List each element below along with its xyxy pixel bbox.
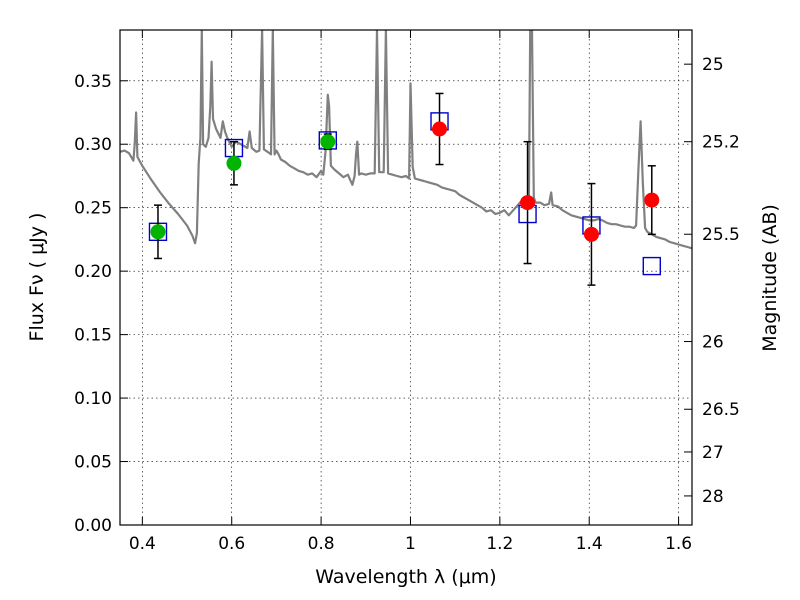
error-bars xyxy=(153,92,656,286)
y2-tick-label: 27 xyxy=(702,443,724,463)
x-tick-label: 0.4 xyxy=(129,534,156,554)
observed-point xyxy=(583,226,599,242)
y-axis: 0.00 0.05 0.10 0.15 0.20 0.25 0.30 0.35 xyxy=(74,72,128,536)
observed-point xyxy=(432,121,448,137)
y-tick-label: 0.35 xyxy=(74,72,112,92)
observed-points xyxy=(150,121,660,242)
observed-point xyxy=(520,195,536,211)
observed-point xyxy=(150,224,166,240)
x-axis-label: Wavelength λ (μm) xyxy=(315,566,496,588)
plot-frame xyxy=(119,29,693,526)
y-tick-label: 0.05 xyxy=(74,453,112,473)
x-tick-label: 1.2 xyxy=(486,534,513,554)
y2-axis-label: Magnitude (AB) xyxy=(759,204,781,352)
x-tick-label: 1.4 xyxy=(576,534,603,554)
y2-tick-label: 25.5 xyxy=(702,225,740,245)
y2-tick-label: 25.2 xyxy=(702,133,740,153)
y-tick-label: 0.10 xyxy=(74,389,112,409)
y-tick-label: 0.20 xyxy=(74,262,112,282)
x-tick-label: 0.8 xyxy=(308,534,335,554)
y-tick-label: 0.30 xyxy=(74,135,112,155)
plot-area xyxy=(120,30,692,286)
x-axis: 0.4 0.6 0.8 1 1.2 1.4 1.6 xyxy=(129,30,692,554)
observed-point xyxy=(226,155,242,171)
observed-point xyxy=(320,134,336,150)
y-tick-label: 0.00 xyxy=(74,516,112,536)
y-tick-label: 0.15 xyxy=(74,326,112,346)
model-spectrum-line xyxy=(120,30,692,250)
y2-tick-label: 26.5 xyxy=(702,400,740,420)
x-tick-label: 1 xyxy=(405,534,416,554)
grid xyxy=(120,30,692,526)
y2-tick-label: 28 xyxy=(702,487,724,507)
model-square-marker xyxy=(642,256,661,276)
model-spectrum xyxy=(120,30,692,250)
x-tick-label: 1.6 xyxy=(665,534,692,554)
y2-tick-label: 26 xyxy=(702,333,724,353)
y-tick-label: 0.25 xyxy=(74,199,112,219)
y2-axis: 25 25.2 25.5 26 26.5 27 28 xyxy=(684,55,740,507)
y2-tick-label: 25 xyxy=(702,55,724,75)
y-axis-label: Flux Fν ( μJy ) xyxy=(26,213,48,342)
x-tick-label: 0.6 xyxy=(218,534,245,554)
observed-point xyxy=(644,192,660,208)
